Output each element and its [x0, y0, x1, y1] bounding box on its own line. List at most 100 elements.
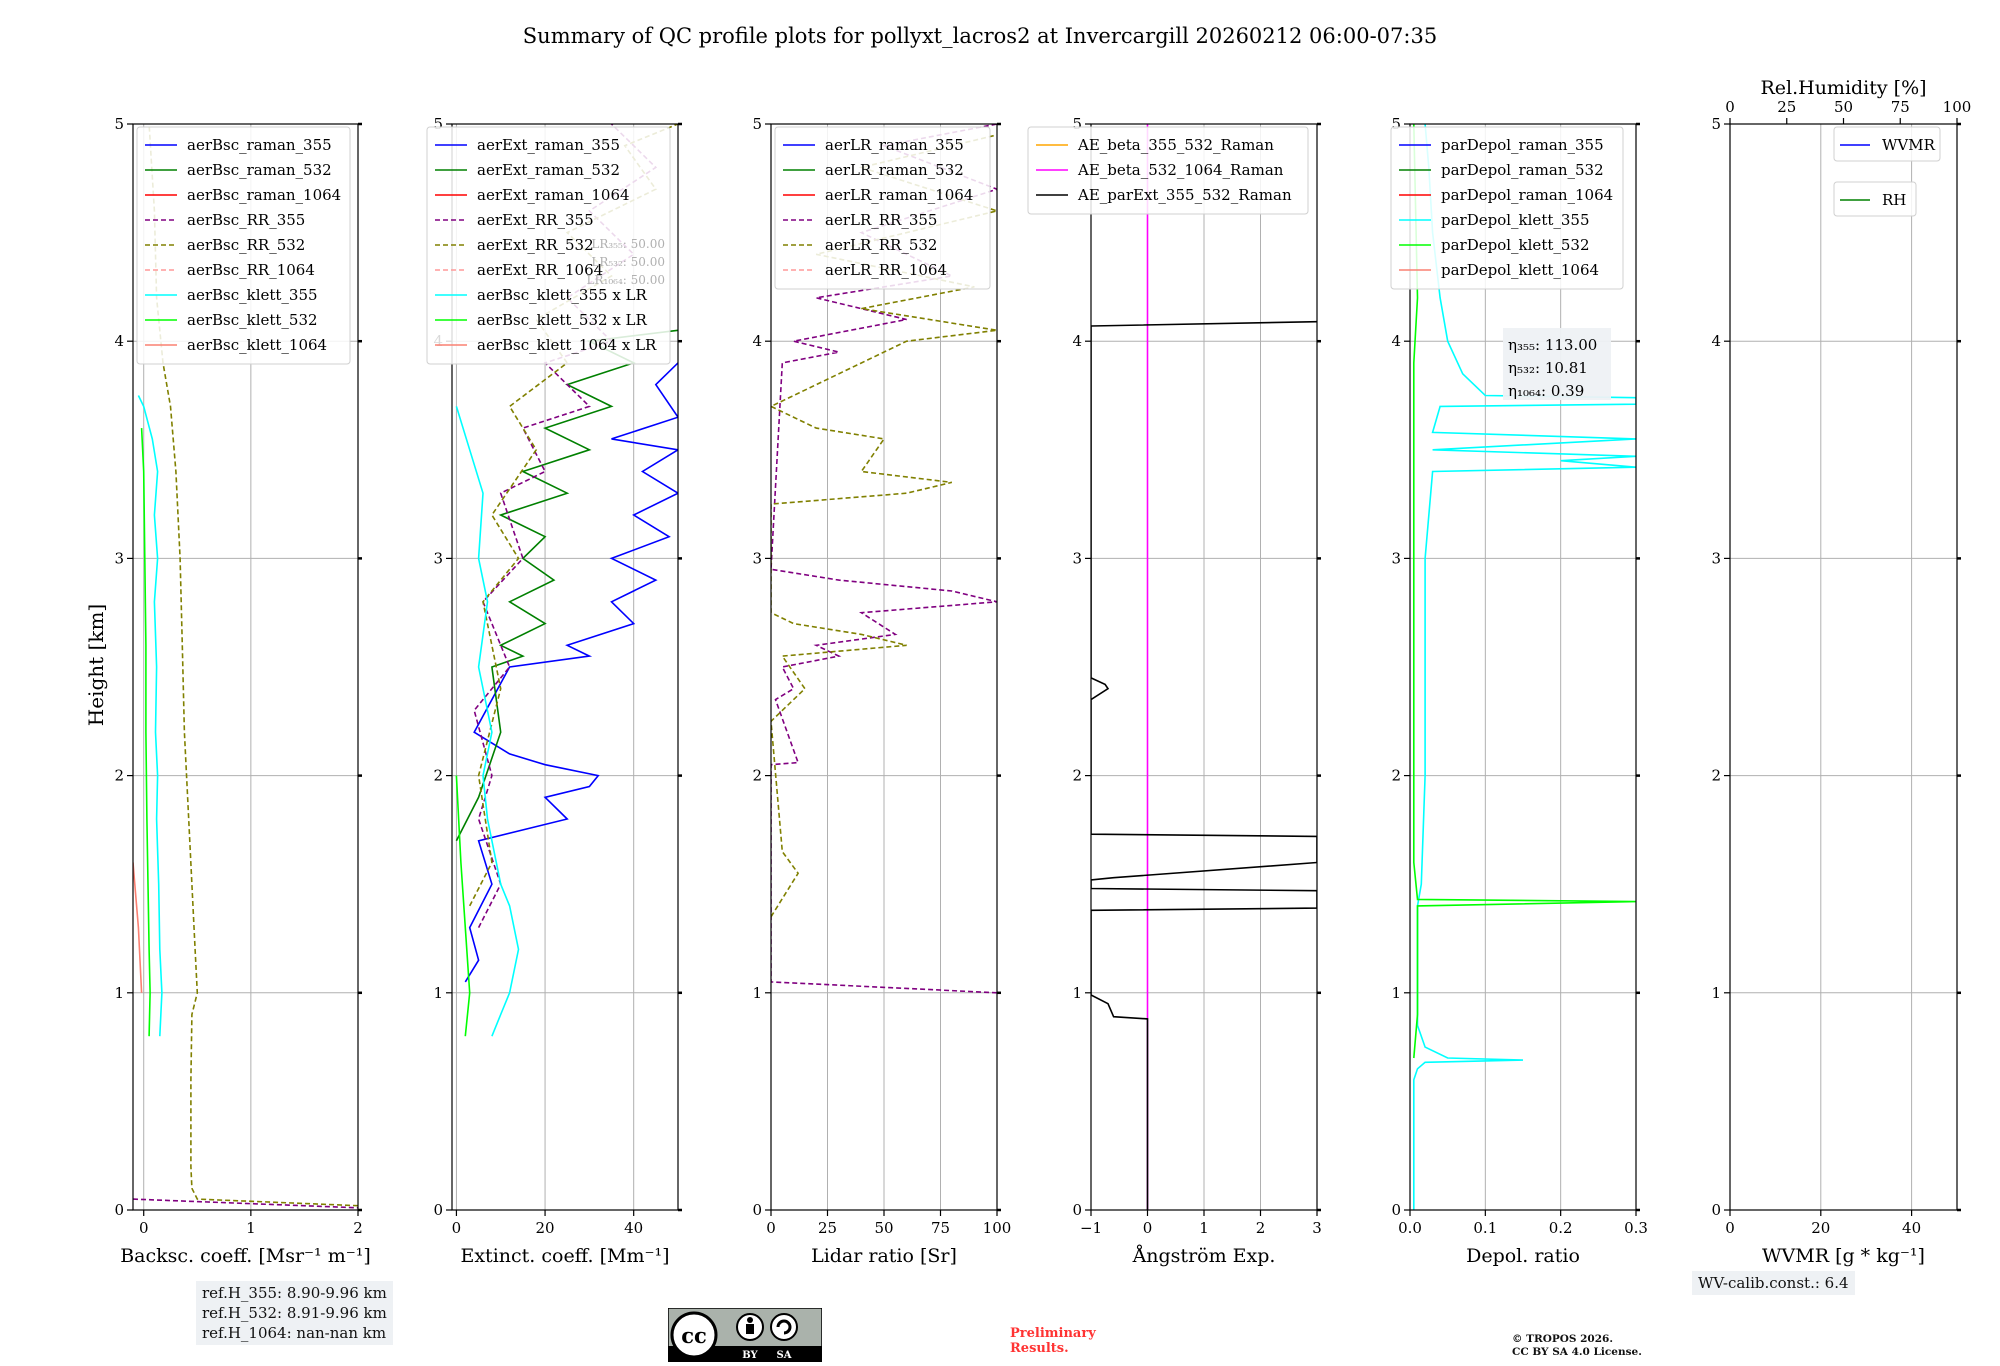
legend-label: aerBsc_raman_532	[187, 161, 332, 179]
legend-box	[1027, 126, 1309, 215]
y-tick-label: 2	[1072, 767, 1082, 785]
y-tick-label: 2	[752, 767, 762, 785]
y-tick-label: 1	[433, 984, 443, 1002]
x-tick-label: 25	[818, 1219, 837, 1237]
legend-label: parDepol_raman_1064	[1441, 186, 1613, 204]
y-tick-label: 3	[433, 549, 443, 567]
legend-label: aerLR_raman_355	[825, 136, 964, 154]
x-tick-label: 40	[1902, 1219, 1921, 1237]
y-tick-label: 0	[1391, 1201, 1401, 1219]
x-tick-label: 0.1	[1473, 1219, 1497, 1237]
x-tick-label: 0.0	[1398, 1219, 1422, 1237]
y-tick-label: 2	[114, 767, 124, 785]
x-axis-label: Depol. ratio	[1466, 1245, 1580, 1267]
y-tick-label: 4	[1072, 332, 1082, 350]
legend-label: aerBsc_raman_355	[187, 136, 332, 154]
y-tick-label: 0	[114, 1201, 124, 1219]
y-tick-label: 2	[433, 767, 443, 785]
legend-label: aerBsc_RR_532	[187, 236, 305, 254]
legend-label: aerBsc_RR_1064	[187, 261, 315, 279]
x-tick-label: 50	[874, 1219, 893, 1237]
wv-calib-text: WV-calib.const.: 6.4	[1698, 1274, 1849, 1292]
x-tick-label: 3	[1312, 1219, 1322, 1237]
legend-label: aerLR_RR_355	[825, 211, 937, 229]
x-tick-label: 100	[983, 1219, 1012, 1237]
svg-text:cc: cc	[681, 1323, 707, 1348]
legend-label: aerBsc_RR_355	[187, 211, 305, 229]
legend-label: parDepol_klett_532	[1441, 236, 1590, 254]
x-axis-label: Backsc. coeff. [Msr⁻¹ m⁻¹]	[120, 1245, 371, 1267]
legend-label: aerExt_RR_1064	[477, 261, 603, 279]
legend-label: aerBsc_klett_532 x LR	[477, 311, 648, 329]
legend-label: RH	[1882, 191, 1906, 209]
x-tick-label: 1	[1199, 1219, 1209, 1237]
y-tick-label: 3	[1391, 549, 1401, 567]
legend-label: aerBsc_klett_1064 x LR	[477, 336, 657, 354]
series-line-aerExt_raman_532	[455, 329, 678, 842]
y-tick-label: 3	[114, 549, 124, 567]
lr-annotation: LR₃₅₅: 50.00	[591, 237, 665, 251]
legend-label: parDepol_klett_355	[1441, 211, 1590, 229]
legend-box	[426, 126, 671, 365]
legend-label: AE_parExt_355_532_Raman	[1077, 186, 1292, 204]
legend-box	[1833, 181, 1917, 217]
legend-label: aerLR_RR_532	[825, 236, 937, 254]
y-axis-label: Height [km]	[84, 604, 108, 726]
axes-frame	[1729, 123, 1958, 1211]
x-axis-label: Extinct. coeff. [Mm⁻¹]	[460, 1245, 669, 1267]
series-line-aerExt_RR_355	[473, 124, 658, 928]
y-tick-label: 4	[752, 332, 762, 350]
legend-label: aerExt_raman_1064	[477, 186, 630, 204]
x-tick-label: 2	[1256, 1219, 1266, 1237]
x2-tick-label: 100	[1943, 98, 1972, 116]
y-tick-label: 3	[1711, 549, 1721, 567]
chart-panel-1: 0 1 2 3 4 5 0 1 2 Backsc. coeff. [Msr⁻¹ m⁻¹] aerBs…	[114, 115, 370, 1267]
x-tick-label: 75	[931, 1219, 950, 1237]
y-tick-label: 0	[433, 1201, 443, 1219]
y-tick-label: 1	[1391, 984, 1401, 1002]
legend: aerLR_raman_355 aerLR_raman_532 aerLR_rama…	[774, 126, 991, 290]
x-tick-label: 20	[536, 1219, 555, 1237]
x-tick-label: 0	[1725, 1219, 1735, 1237]
copyright-line-1: © TROPOS 2026.	[1512, 1333, 1614, 1345]
eta-annotation: η₃₅₅: 113.00	[1508, 336, 1597, 354]
legend-label: aerBsc_raman_1064	[187, 186, 341, 204]
y-tick-label: 2	[1711, 767, 1721, 785]
cc-license-badge: cc BY SA	[667, 1307, 823, 1366]
preliminary-results-note: Preliminary Results.	[1010, 1326, 1096, 1356]
y-tick-label: 5	[114, 115, 124, 133]
legend-label: AE_beta_532_1064_Raman	[1077, 161, 1284, 179]
legend-label: aerLR_raman_532	[825, 161, 964, 179]
x-tick-label: 0.3	[1624, 1219, 1648, 1237]
y-tick-label: 0	[1072, 1201, 1082, 1219]
x2-axis-label: Rel.Humidity [%]	[1760, 77, 1926, 99]
axes-frame	[1409, 123, 1637, 1211]
legend: aerExt_raman_355 aerExt_raman_532 aerExt_r…	[426, 126, 671, 365]
lr-annotation: LR₁₀₆₄: 50.00	[587, 273, 665, 287]
series-line-aerBsc_klett_532 x LR	[455, 775, 471, 1037]
y-tick-label: 5	[1072, 115, 1082, 133]
x2-tick-label: 75	[1891, 98, 1910, 116]
legend: WVMR RH	[1833, 126, 1941, 217]
legend-label: aerExt_raman_355	[477, 136, 620, 154]
legend: AE_beta_355_532_Raman AE_beta_532_1064_Ra…	[1027, 126, 1309, 215]
y-tick-label: 0	[1711, 1201, 1721, 1219]
wv-calib-box: WV-calib.const.: 6.4	[1692, 1271, 1855, 1295]
legend-label: aerLR_raman_1064	[825, 186, 973, 204]
x-tick-label: 0	[139, 1219, 149, 1237]
x-tick-label: 0	[452, 1219, 462, 1237]
y-tick-label: 1	[114, 984, 124, 1002]
x-tick-label: 1	[246, 1219, 256, 1237]
legend-label: aerExt_RR_355	[477, 211, 594, 229]
y-tick-label: 1	[752, 984, 762, 1002]
eta-annotation: η₁₀₆₄: 0.39	[1508, 382, 1584, 400]
y-tick-label: 5	[1711, 115, 1721, 133]
y-tick-label: 2	[1391, 767, 1401, 785]
series-line-aerBsc_RR_355	[133, 1198, 358, 1209]
y-tick-label: 0	[752, 1201, 762, 1219]
y-tick-label: 5	[752, 115, 762, 133]
x-tick-label: 0	[766, 1219, 776, 1237]
preliminary-line-1: Preliminary	[1010, 1326, 1096, 1341]
y-tick-label: 3	[1072, 549, 1082, 567]
